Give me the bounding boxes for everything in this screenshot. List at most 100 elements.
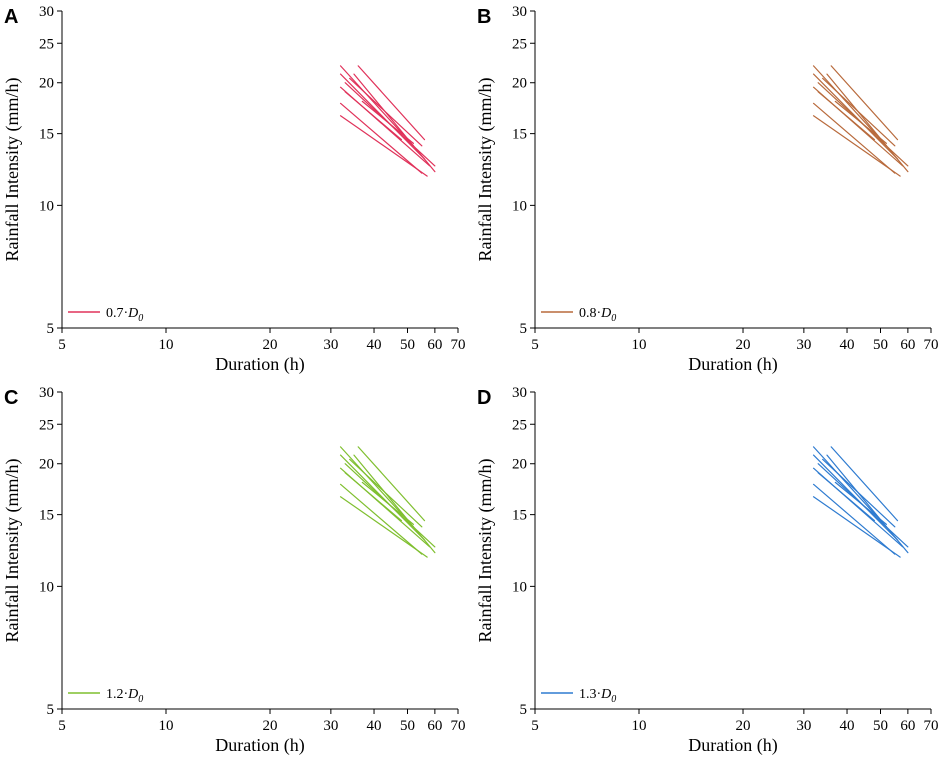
y-tick-label: 15	[39, 508, 54, 524]
y-tick-label: 20	[512, 457, 527, 473]
y-tick-label: 10	[512, 198, 527, 214]
legend-symbol: D	[127, 687, 138, 702]
series-line-9	[822, 458, 896, 528]
x-tick-label: 20	[263, 337, 278, 353]
series-line-6	[812, 115, 901, 177]
chart-panel-a: A 5 10 15 20 25 30 5 10 20 30 40 50 60 70 Duration (h) R…	[2, 4, 466, 375]
series-line-5	[812, 102, 896, 174]
x-axis-title: Duration (h)	[215, 354, 304, 375]
x-tick-label: 60	[900, 337, 915, 353]
legend-label: 0.7·D0	[106, 306, 143, 324]
x-tick-label: 5	[58, 337, 66, 353]
legend-label: 1.3·D0	[579, 687, 616, 705]
x-tick-label: 60	[427, 718, 442, 734]
x-tick-label: 10	[159, 337, 174, 353]
x-tick-label: 40	[367, 718, 382, 734]
y-axis-title: Rainfall Intensity (mm/h)	[475, 78, 496, 262]
series-line-11	[817, 91, 875, 141]
series-line-8	[830, 65, 899, 141]
y-tick-label: 20	[39, 457, 54, 473]
x-tick-label: 10	[632, 718, 647, 734]
legend-subscript: 0	[611, 313, 616, 324]
legend-label: 0.8·D0	[579, 306, 616, 324]
y-tick-label: 5	[520, 702, 528, 718]
x-tick-label: 5	[531, 718, 539, 734]
x-tick-label: 70	[924, 718, 939, 734]
series-line-5	[339, 483, 423, 555]
x-tick-label: 30	[796, 337, 811, 353]
panel-letter: C	[4, 387, 18, 409]
x-tick-label: 50	[400, 718, 415, 734]
series-line-10	[834, 100, 887, 144]
y-axis-title: Rainfall Intensity (mm/h)	[475, 459, 496, 643]
x-tick-label: 10	[632, 337, 647, 353]
y-axis-title: Rainfall Intensity (mm/h)	[2, 459, 23, 643]
series-line-5	[812, 483, 896, 555]
x-tick-label: 20	[263, 718, 278, 734]
panel-letter: A	[4, 6, 18, 28]
chart-panel-b: B 5 10 15 20 25 30 5 10 20 30 40 50 60 70 Duration (h) R…	[475, 4, 939, 375]
series-line-7	[826, 454, 909, 554]
y-tick-label: 5	[47, 321, 55, 337]
x-tick-label: 40	[840, 337, 855, 353]
x-tick-label: 10	[159, 718, 174, 734]
legend: 0.8·D0	[541, 306, 616, 324]
x-axis-title: Duration (h)	[688, 354, 777, 375]
y-tick-label: 5	[47, 702, 55, 718]
y-tick-label: 25	[512, 417, 527, 433]
x-tick-label: 30	[796, 718, 811, 734]
series-line-10	[361, 100, 414, 144]
series-line-2	[339, 454, 426, 541]
x-tick-label: 40	[840, 718, 855, 734]
panel-letter: D	[477, 387, 491, 409]
legend: 1.2·D0	[68, 687, 143, 705]
series-line-1	[812, 65, 887, 147]
x-tick-label: 60	[427, 337, 442, 353]
legend: 1.3·D0	[541, 687, 616, 705]
x-tick-label: 70	[451, 718, 466, 734]
x-tick-label: 30	[323, 337, 338, 353]
legend-symbol: D	[127, 306, 138, 321]
y-tick-label: 5	[520, 321, 528, 337]
y-tick-label: 20	[512, 76, 527, 92]
x-tick-label: 20	[736, 718, 751, 734]
x-tick-label: 50	[400, 337, 415, 353]
y-tick-label: 30	[39, 385, 54, 401]
series-line-10	[834, 481, 887, 525]
series-line-10	[361, 481, 414, 525]
x-tick-label: 70	[924, 337, 939, 353]
series-line-1	[812, 446, 887, 528]
x-tick-label: 50	[873, 337, 888, 353]
x-tick-label: 40	[367, 337, 382, 353]
series-line-6	[339, 496, 428, 558]
series-line-9	[349, 458, 423, 528]
y-tick-label: 25	[39, 417, 54, 433]
series-line-7	[353, 454, 436, 554]
series-line-8	[830, 446, 899, 522]
legend-subscript: 0	[138, 694, 143, 705]
series-line-8	[357, 446, 426, 522]
y-tick-label: 30	[512, 4, 527, 20]
series-line-1	[339, 65, 414, 147]
series-line-8	[357, 65, 426, 141]
y-tick-label: 20	[39, 76, 54, 92]
legend-symbol: D	[600, 306, 611, 321]
y-tick-label: 10	[39, 198, 54, 214]
y-tick-label: 10	[512, 579, 527, 595]
legend-prefix: 1.2·	[106, 687, 128, 702]
y-tick-label: 15	[512, 508, 527, 524]
x-tick-label: 60	[900, 718, 915, 734]
series-line-6	[339, 115, 428, 177]
x-axis-title: Duration (h)	[688, 735, 777, 756]
legend: 0.7·D0	[68, 306, 143, 324]
series-line-5	[339, 102, 423, 174]
panel-letter: B	[477, 6, 491, 28]
series-line-7	[826, 73, 909, 173]
y-tick-label: 30	[512, 385, 527, 401]
y-tick-label: 30	[39, 4, 54, 20]
series-line-11	[817, 472, 875, 522]
x-tick-label: 50	[873, 718, 888, 734]
legend-prefix: 0.7·	[106, 306, 128, 321]
series-line-2	[812, 73, 899, 160]
y-tick-label: 15	[512, 127, 527, 143]
